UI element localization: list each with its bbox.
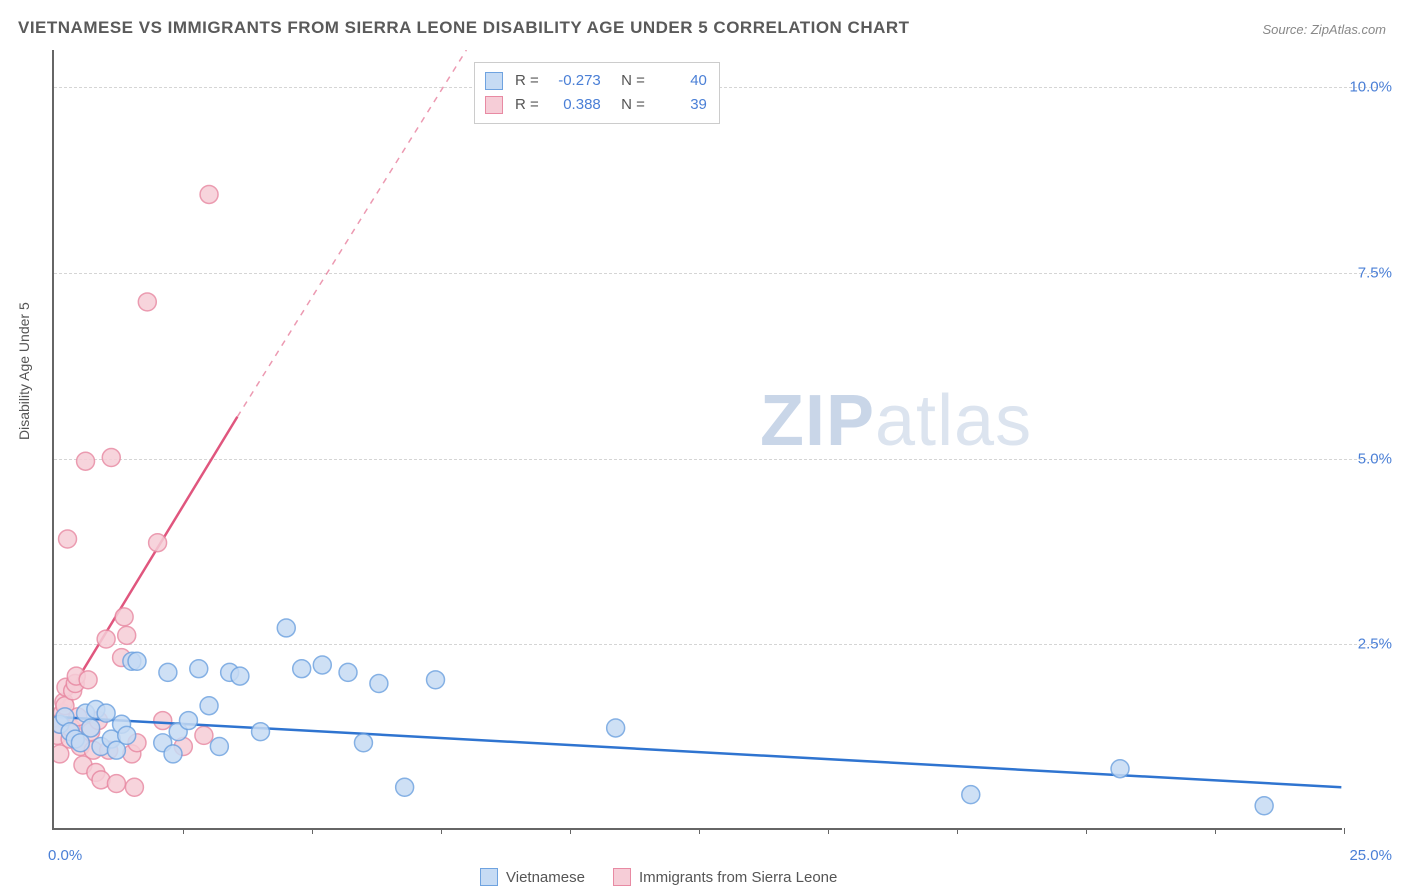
stat-n-label: N = xyxy=(613,69,645,93)
xtick xyxy=(1215,828,1216,834)
stat-n-label: N = xyxy=(613,93,645,117)
legend-swatch-blue xyxy=(480,868,498,886)
ytick-label: 10.0% xyxy=(1349,79,1392,96)
gridline xyxy=(54,459,1382,460)
stats-box: R = -0.273 N = 40 R = 0.388 N = 39 xyxy=(474,62,720,124)
swatch-blue xyxy=(485,72,503,90)
xtick xyxy=(1086,828,1087,834)
xtick xyxy=(312,828,313,834)
stat-n-val-0: 40 xyxy=(653,69,707,93)
xtick xyxy=(957,828,958,834)
stat-n-val-1: 39 xyxy=(653,93,707,117)
stat-r-label: R = xyxy=(515,93,539,117)
ytick-label: 2.5% xyxy=(1358,636,1392,653)
ytick-label: 7.5% xyxy=(1358,264,1392,281)
xtick xyxy=(828,828,829,834)
xtick xyxy=(183,828,184,834)
xtick xyxy=(1344,828,1345,834)
ytick-label: 5.0% xyxy=(1358,450,1392,467)
legend-item-1: Immigrants from Sierra Leone xyxy=(613,868,837,886)
legend-label-1: Immigrants from Sierra Leone xyxy=(639,869,837,886)
xtick xyxy=(570,828,571,834)
gridline xyxy=(54,273,1382,274)
stat-r-val-1: 0.388 xyxy=(547,93,601,117)
legend-label-0: Vietnamese xyxy=(506,869,585,886)
xtick xyxy=(441,828,442,834)
stats-row-1: R = 0.388 N = 39 xyxy=(485,93,707,117)
legend-swatch-pink xyxy=(613,868,631,886)
y-axis-label: Disability Age Under 5 xyxy=(16,302,32,440)
xmax-label: 25.0% xyxy=(1349,847,1392,864)
legend-item-0: Vietnamese xyxy=(480,868,585,886)
stat-r-val-0: -0.273 xyxy=(547,69,601,93)
stats-row-0: R = -0.273 N = 40 xyxy=(485,69,707,93)
chart-title: VIETNAMESE VS IMMIGRANTS FROM SIERRA LEO… xyxy=(18,18,910,38)
swatch-pink xyxy=(485,96,503,114)
gridline xyxy=(54,644,1382,645)
xtick xyxy=(699,828,700,834)
plot-area: R = -0.273 N = 40 R = 0.388 N = 39 xyxy=(52,50,1342,830)
legend: Vietnamese Immigrants from Sierra Leone xyxy=(480,868,837,886)
chart-svg xyxy=(54,50,1342,828)
source-text: Source: ZipAtlas.com xyxy=(1262,22,1386,37)
stat-r-label: R = xyxy=(515,69,539,93)
origin-label: 0.0% xyxy=(48,847,82,864)
